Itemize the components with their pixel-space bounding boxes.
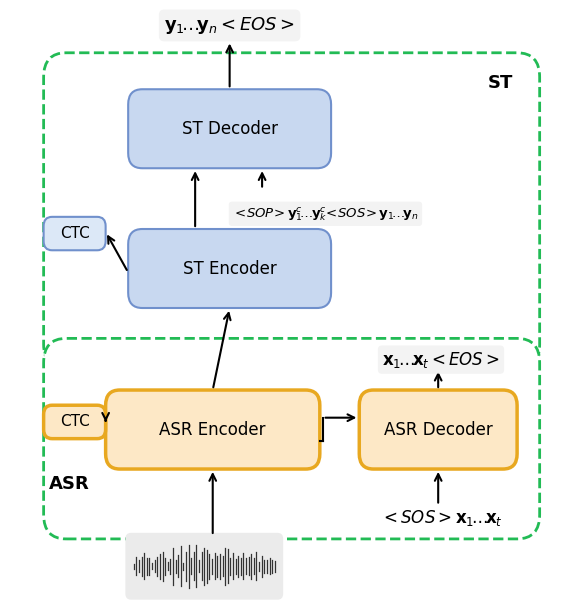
FancyBboxPatch shape bbox=[43, 405, 106, 439]
Text: ASR Encoder: ASR Encoder bbox=[160, 421, 266, 439]
FancyBboxPatch shape bbox=[359, 390, 517, 469]
Text: $\mathbf{y}_1\!\ldots\!\mathbf{y}_n < \mathit{EOS} >$: $\mathbf{y}_1\!\ldots\!\mathbf{y}_n < \m… bbox=[164, 15, 295, 36]
FancyBboxPatch shape bbox=[128, 89, 331, 168]
Text: ST Decoder: ST Decoder bbox=[182, 120, 277, 138]
FancyBboxPatch shape bbox=[43, 338, 539, 539]
FancyBboxPatch shape bbox=[43, 53, 539, 369]
Text: CTC: CTC bbox=[59, 415, 89, 429]
FancyBboxPatch shape bbox=[106, 390, 320, 469]
Text: $\mathbf{x}_1\!\ldots\!\mathbf{x}_t < \mathit{EOS} >$: $\mathbf{x}_1\!\ldots\!\mathbf{x}_t < \m… bbox=[382, 350, 500, 370]
FancyBboxPatch shape bbox=[125, 533, 283, 600]
Text: $\mathbf{ST}$: $\mathbf{ST}$ bbox=[487, 74, 514, 92]
Text: CTC: CTC bbox=[59, 226, 89, 241]
FancyBboxPatch shape bbox=[128, 229, 331, 308]
FancyBboxPatch shape bbox=[43, 217, 106, 250]
Text: $\mathbf{ASR}$: $\mathbf{ASR}$ bbox=[48, 475, 90, 493]
Text: ASR Decoder: ASR Decoder bbox=[384, 421, 492, 439]
Text: $< \mathit{SOS} > \mathbf{x}_1\!\ldots\!\mathbf{x}_t$: $< \mathit{SOS} > \mathbf{x}_1\!\ldots\!… bbox=[380, 508, 502, 528]
Text: $<\!SOP\!>\mathbf{y}_1^c\!\ldots\!\mathbf{y}_k^c\!<\!SOS\!>\mathbf{y}_1\!\ldots\: $<\!SOP\!>\mathbf{y}_1^c\!\ldots\!\mathb… bbox=[232, 205, 419, 223]
Text: ST Encoder: ST Encoder bbox=[183, 259, 276, 277]
